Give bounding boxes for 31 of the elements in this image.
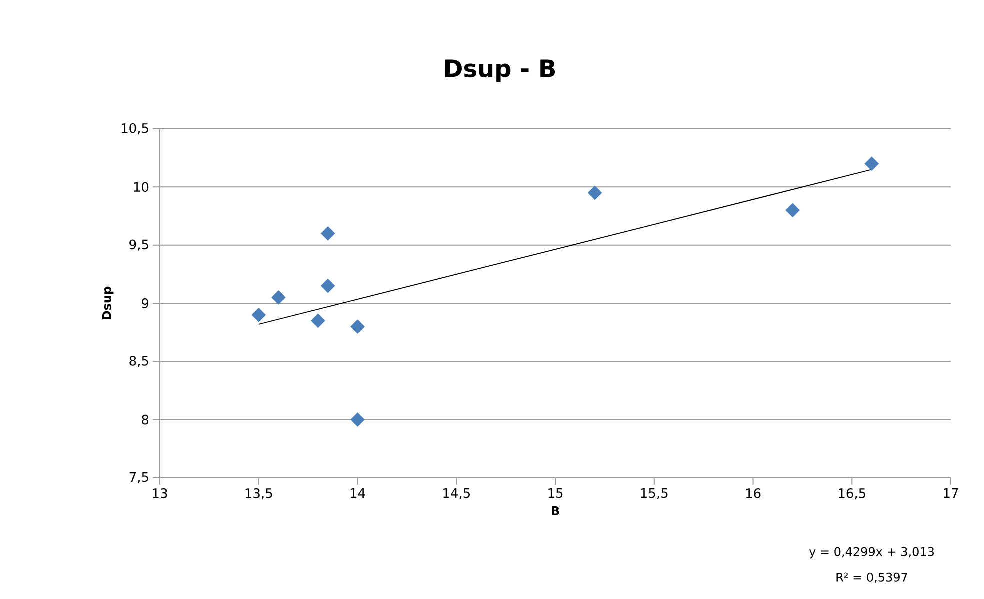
- point: [350, 412, 365, 428]
- point: [350, 320, 365, 334]
- y-axis-title: Dsup: [102, 286, 114, 320]
- x-axis-title: B: [552, 506, 560, 516]
- text: y = 0,4299x + 3,013: [809, 547, 934, 559]
- x-tick-label: 13,5: [246, 488, 272, 500]
- x-tick-label: 14: [350, 488, 366, 498]
- x-tick-label: 13: [153, 488, 168, 498]
- point: [864, 156, 880, 172]
- point: [271, 290, 286, 305]
- y-tick-label: 8,5: [130, 356, 148, 368]
- x-tick-label: 17: [944, 488, 958, 498]
- point: [311, 314, 326, 328]
- y-tick-label: 9: [142, 298, 149, 308]
- text: R² = 0,5397: [836, 572, 908, 584]
- point: [588, 186, 602, 200]
- chart-title: Dsup - B: [445, 60, 556, 82]
- x-tick-label: 15: [548, 488, 563, 498]
- y-tick-label: 8: [142, 414, 149, 425]
- y-tick-label: 10: [134, 182, 149, 192]
- y-tick-label: 9,5: [130, 240, 148, 251]
- point: [320, 278, 336, 294]
- y-tick-label: 7,5: [130, 472, 148, 484]
- x-tick-label: 14,5: [444, 488, 470, 500]
- x-tick-label: 16: [746, 488, 761, 498]
- point: [320, 226, 336, 241]
- x-tick-label: 15,5: [641, 488, 668, 500]
- x-tick-label: 16,5: [839, 488, 866, 500]
- point: [252, 308, 266, 322]
- point: [786, 203, 800, 218]
- y-tick-label: 10,5: [122, 123, 148, 135]
